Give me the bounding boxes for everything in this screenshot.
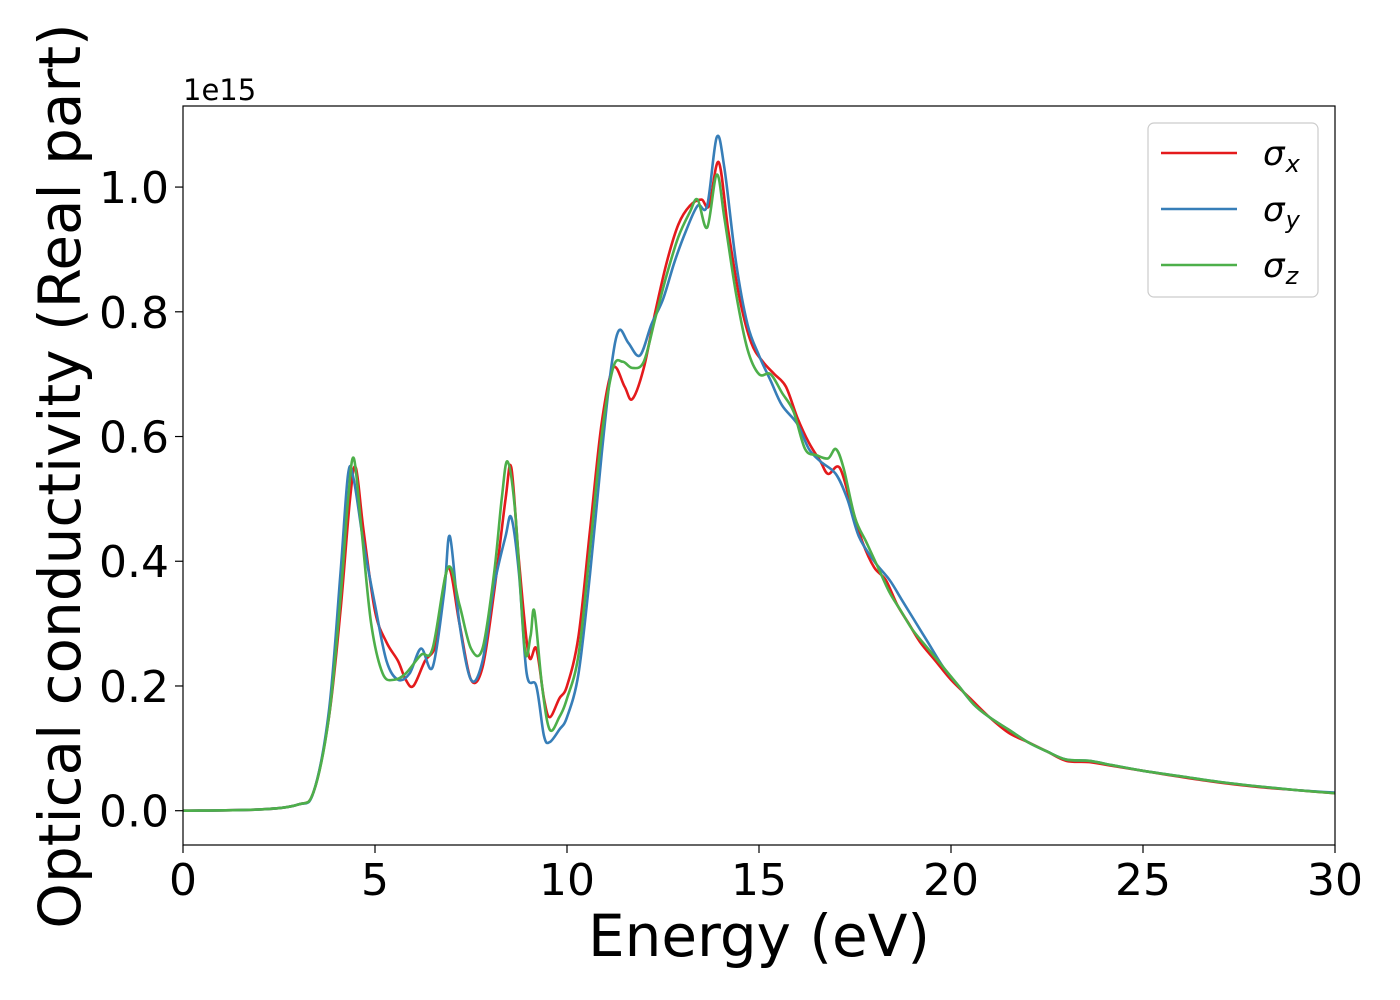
x-tick-label: 20 — [923, 855, 979, 906]
x-tick-label: 10 — [539, 855, 595, 906]
x-axis-label: Energy (eV) — [588, 902, 930, 970]
y-axis-ticks: 0.0 0.2 0.4 0.6 0.8 1.0 — [99, 163, 183, 838]
y-tick-label: 0.2 — [99, 662, 169, 713]
y-tick-label: 0.0 — [99, 787, 169, 838]
y-offset-label: 1e15 — [183, 73, 256, 107]
series-lines — [182, 134, 1336, 812]
x-axis-ticks: 0 5 10 15 20 25 30 — [169, 845, 1363, 906]
y-tick-label: 0.6 — [99, 413, 169, 464]
y-axis-label: Optical conductivity (Real part) — [26, 23, 94, 928]
y-tick-label: 0.8 — [99, 288, 169, 339]
x-tick-label: 5 — [361, 855, 389, 906]
x-tick-label: 30 — [1307, 855, 1363, 906]
y-tick-label: 1.0 — [99, 163, 169, 214]
y-tick-label: 0.4 — [99, 537, 169, 588]
series-line-z — [182, 173, 1336, 812]
x-tick-label: 25 — [1115, 855, 1171, 906]
x-tick-label: 15 — [731, 855, 787, 906]
x-tick-label: 0 — [169, 855, 197, 906]
